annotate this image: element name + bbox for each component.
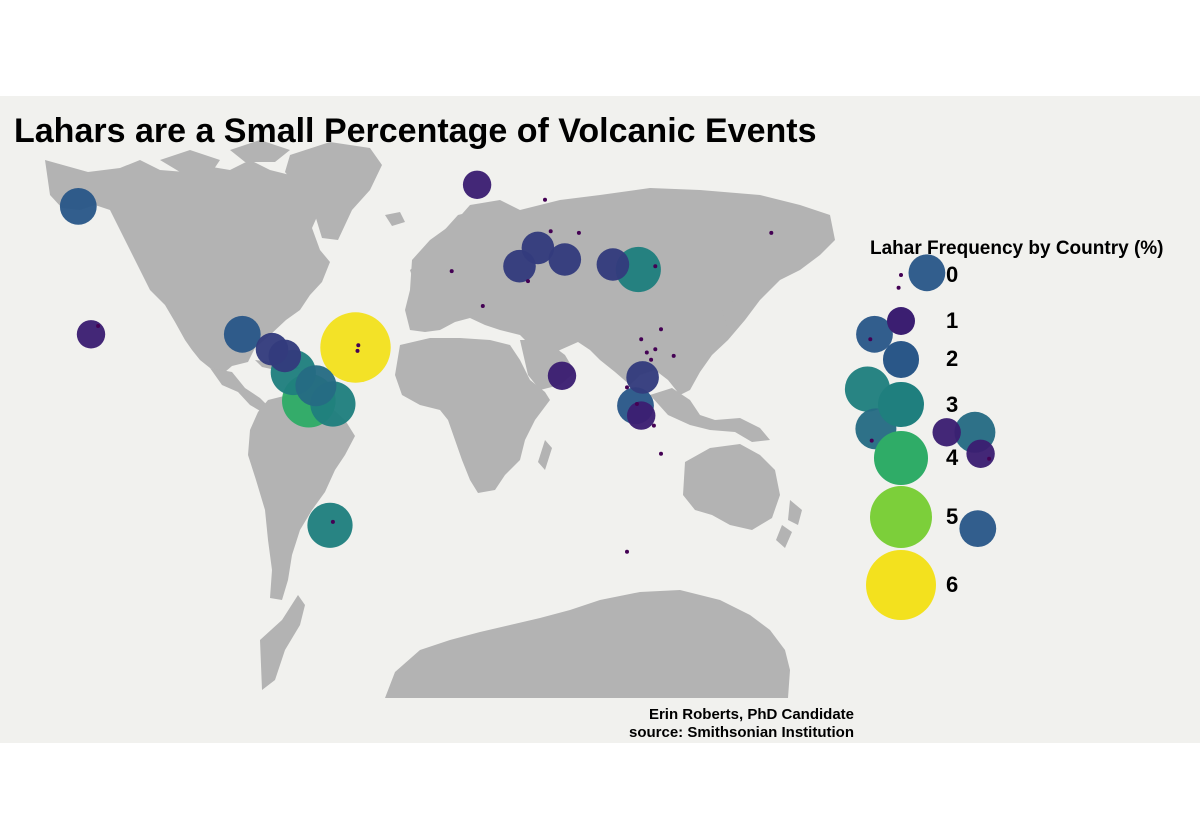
legend-item: 1 [870,307,1170,336]
scandinavia-land [430,210,482,270]
frequency-bubble [896,285,901,290]
southeast-asia-islands-land [650,388,770,442]
frequency-bubble [596,248,630,281]
frequency-bubble [356,343,361,348]
frequency-bubble [449,269,454,274]
frequency-bubble [653,347,658,352]
frequency-bubble [649,357,654,362]
arctic-islands-land [160,140,290,175]
eurasia-land [405,188,835,395]
new-zealand-land [776,500,802,548]
legend-label: 6 [946,572,959,598]
legend-item: 4 [870,431,1170,485]
frequency-bubble [625,549,629,554]
legend-item: 6 [865,550,1170,621]
legend-label: 5 [946,504,959,529]
legend-label: 1 [946,308,959,334]
frequency-bubble [868,337,873,342]
legend-item: 0 [870,264,1170,286]
frequency-bubble [96,324,101,328]
british-isles-land [410,262,425,288]
frequency-bubble [268,339,302,373]
chart-title: Lahars are a Small Percentage of Volcani… [14,112,817,150]
legend-key-circle [886,307,916,336]
australia-land [683,444,780,530]
legend-key-circle [865,550,937,621]
legend-item: 2 [870,341,1170,378]
legend-item: 3 [870,382,1170,428]
caption-source: source: Smithsonian Institution [628,724,854,741]
caption: Erin Roberts, PhD Candidate source: Smit… [629,706,854,742]
japan-land [722,300,740,330]
frequency-bubble [480,304,485,308]
frequency-bubble [959,510,997,547]
frequency-bubble [547,361,577,390]
frequency-bubble [76,320,106,349]
frequency-bubble [659,451,663,456]
legend-item: 5 [870,486,1170,548]
legend-key-circle [882,341,920,378]
frequency-bubble [653,264,658,269]
frequency-bubble [856,315,893,353]
central-america-land [210,368,268,412]
frequency-bubbles [59,170,997,554]
frequency-bubble [769,230,774,235]
africa-land [395,338,550,493]
frequency-bubble [59,188,97,225]
frequency-bubble [320,312,391,383]
frequency-bubble [625,385,629,390]
north-america-land [45,160,330,372]
frequency-bubble [644,350,649,355]
frequency-bubble [295,365,337,407]
frequency-bubble [634,402,639,406]
legend-key-circle [878,382,924,428]
frequency-bubble [521,231,555,265]
legend-key-circle [874,431,928,485]
legend-title: Lahar Frequency by Country (%) [870,238,1164,259]
antarctic-peninsula-land [260,595,305,690]
frequency-bubble [932,418,961,447]
frequency-bubble [548,229,553,234]
frequency-bubble [639,337,644,342]
frequency-bubble [966,439,995,468]
legend-label: 2 [946,346,959,372]
frequency-bubble [869,438,874,443]
frequency-bubble [355,348,360,353]
antarctica-land [385,590,790,698]
frequency-bubble [908,254,946,292]
greenland-land [285,142,382,240]
frequency-bubble [671,353,676,358]
iceland-land [385,212,405,226]
madagascar-land [538,440,552,470]
frequency-bubble [627,401,656,430]
frequency-bubble [462,170,492,199]
frequency-bubble [543,197,547,202]
legend-key-circle [899,273,903,277]
frequency-bubble [307,502,353,548]
frequency-bubble [526,279,530,284]
south-america-land [248,392,355,600]
caption-author: Erin Roberts, PhD Candidate [648,706,854,723]
frequency-bubble [659,327,663,332]
frequency-bubble [987,456,992,461]
land-masses [45,140,835,698]
frequency-bubble [223,315,261,353]
frequency-bubble [330,519,335,524]
frequency-bubble [576,230,581,235]
frequency-bubble [548,243,582,276]
legend-label: 4 [946,444,959,470]
frequency-bubble [626,361,659,394]
legend-key-circle [870,486,932,548]
legend-label: 3 [946,391,959,417]
legend-label: 0 [946,262,959,287]
frequency-bubble [651,423,656,428]
